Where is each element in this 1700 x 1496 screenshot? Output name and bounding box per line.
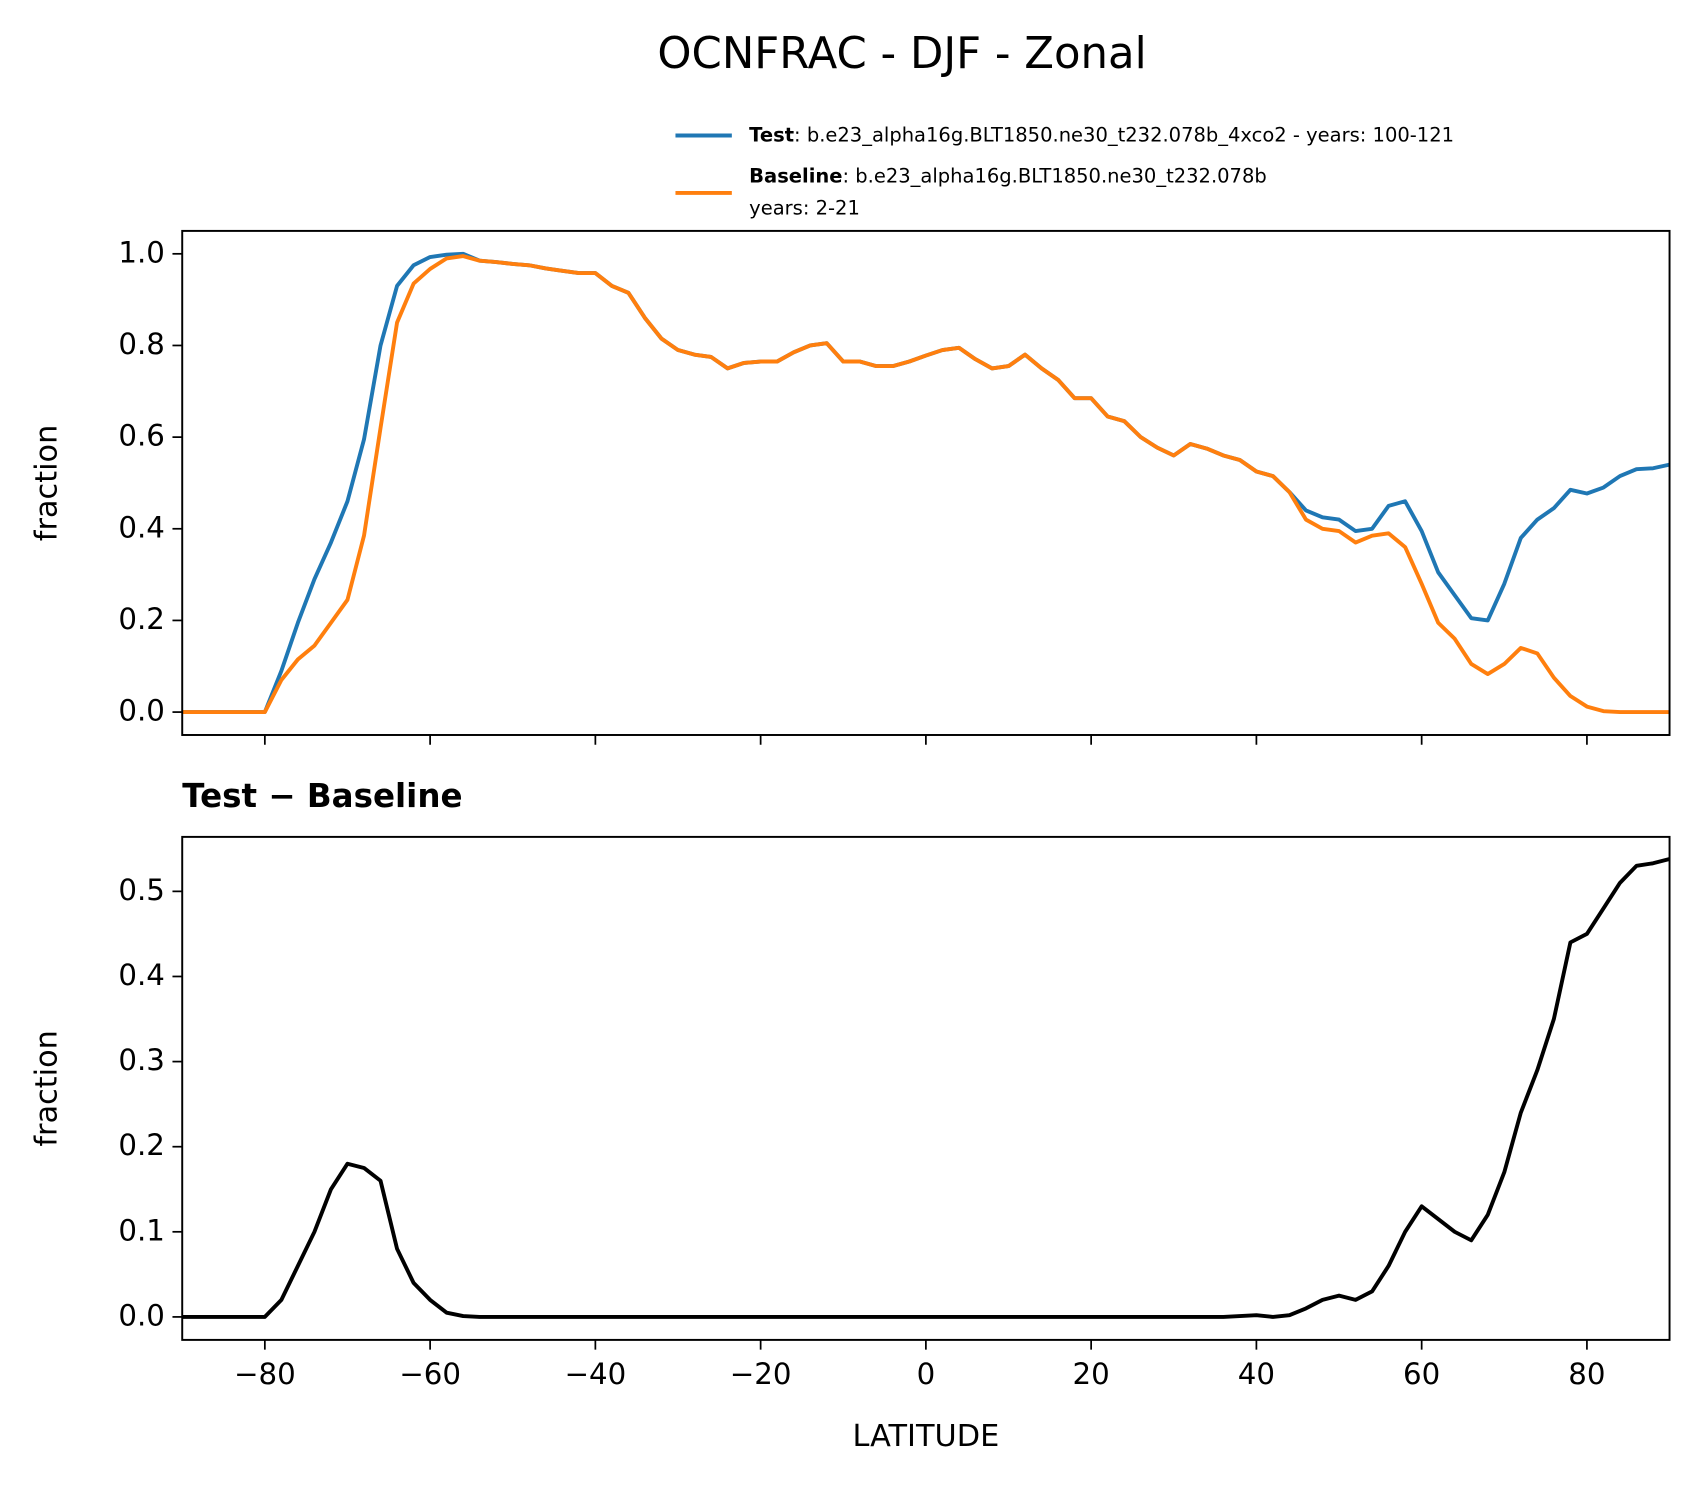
- legend-name: Test: [749, 123, 794, 146]
- axes-frame: [181, 229, 1671, 736]
- y-tick-label: 0.4: [118, 958, 165, 992]
- y-tick-label: 1.0: [118, 235, 165, 269]
- x-tick-label: −20: [730, 1357, 792, 1391]
- y-tick-label: 0.1: [118, 1213, 165, 1247]
- y-tick-label: 0.0: [118, 1298, 165, 1332]
- x-axis-label: LATITUDE: [852, 1419, 999, 1454]
- axes-frame: [181, 835, 1671, 1341]
- x-tick-label: −40: [564, 1357, 626, 1391]
- x-tick-label: 40: [1238, 1357, 1275, 1391]
- figure-title: OCNFRAC - DJF - Zonal: [657, 29, 1146, 79]
- y-tick-label: 0.2: [118, 602, 165, 636]
- y-tick-label: 0.2: [118, 1128, 165, 1162]
- data-line: [182, 254, 1670, 715]
- x-tick-label: 80: [1568, 1357, 1605, 1391]
- panel-title: Test − Baseline: [182, 777, 462, 815]
- y-tick-label: 0.6: [118, 419, 165, 453]
- y-tick-label: 0.5: [118, 873, 165, 907]
- y-tick-label: 0.8: [118, 327, 165, 361]
- y-tick-label: 0.4: [118, 510, 165, 544]
- data-line: [182, 857, 1671, 1319]
- y-axis-label: fraction: [29, 425, 64, 542]
- legend-label: Baseline: b.e23_alpha16g.BLT1850.ne30_t2…: [749, 164, 1267, 187]
- y-tick-label: 0.0: [118, 694, 165, 728]
- legend-detail: years: 2-21: [749, 197, 860, 220]
- legend-label: Test: b.e23_alpha16g.BLT1850.ne30_t232.0…: [749, 123, 1454, 146]
- x-tick-label: 60: [1403, 1357, 1440, 1391]
- legend-detail: : b.e23_alpha16g.BLT1850.ne30_t232.078b_…: [794, 123, 1454, 146]
- x-tick-label: −60: [399, 1357, 461, 1391]
- data-line: [182, 251, 1670, 715]
- y-tick-label: 0.3: [118, 1043, 165, 1077]
- x-tick-label: −80: [234, 1357, 296, 1391]
- x-tick-label: 0: [917, 1357, 936, 1391]
- legend-name: Baseline: [749, 164, 842, 187]
- y-axis-label: fraction: [29, 1030, 64, 1147]
- legend-detail: : b.e23_alpha16g.BLT1850.ne30_t232.078b: [843, 164, 1267, 187]
- x-tick-label: 20: [1073, 1357, 1110, 1391]
